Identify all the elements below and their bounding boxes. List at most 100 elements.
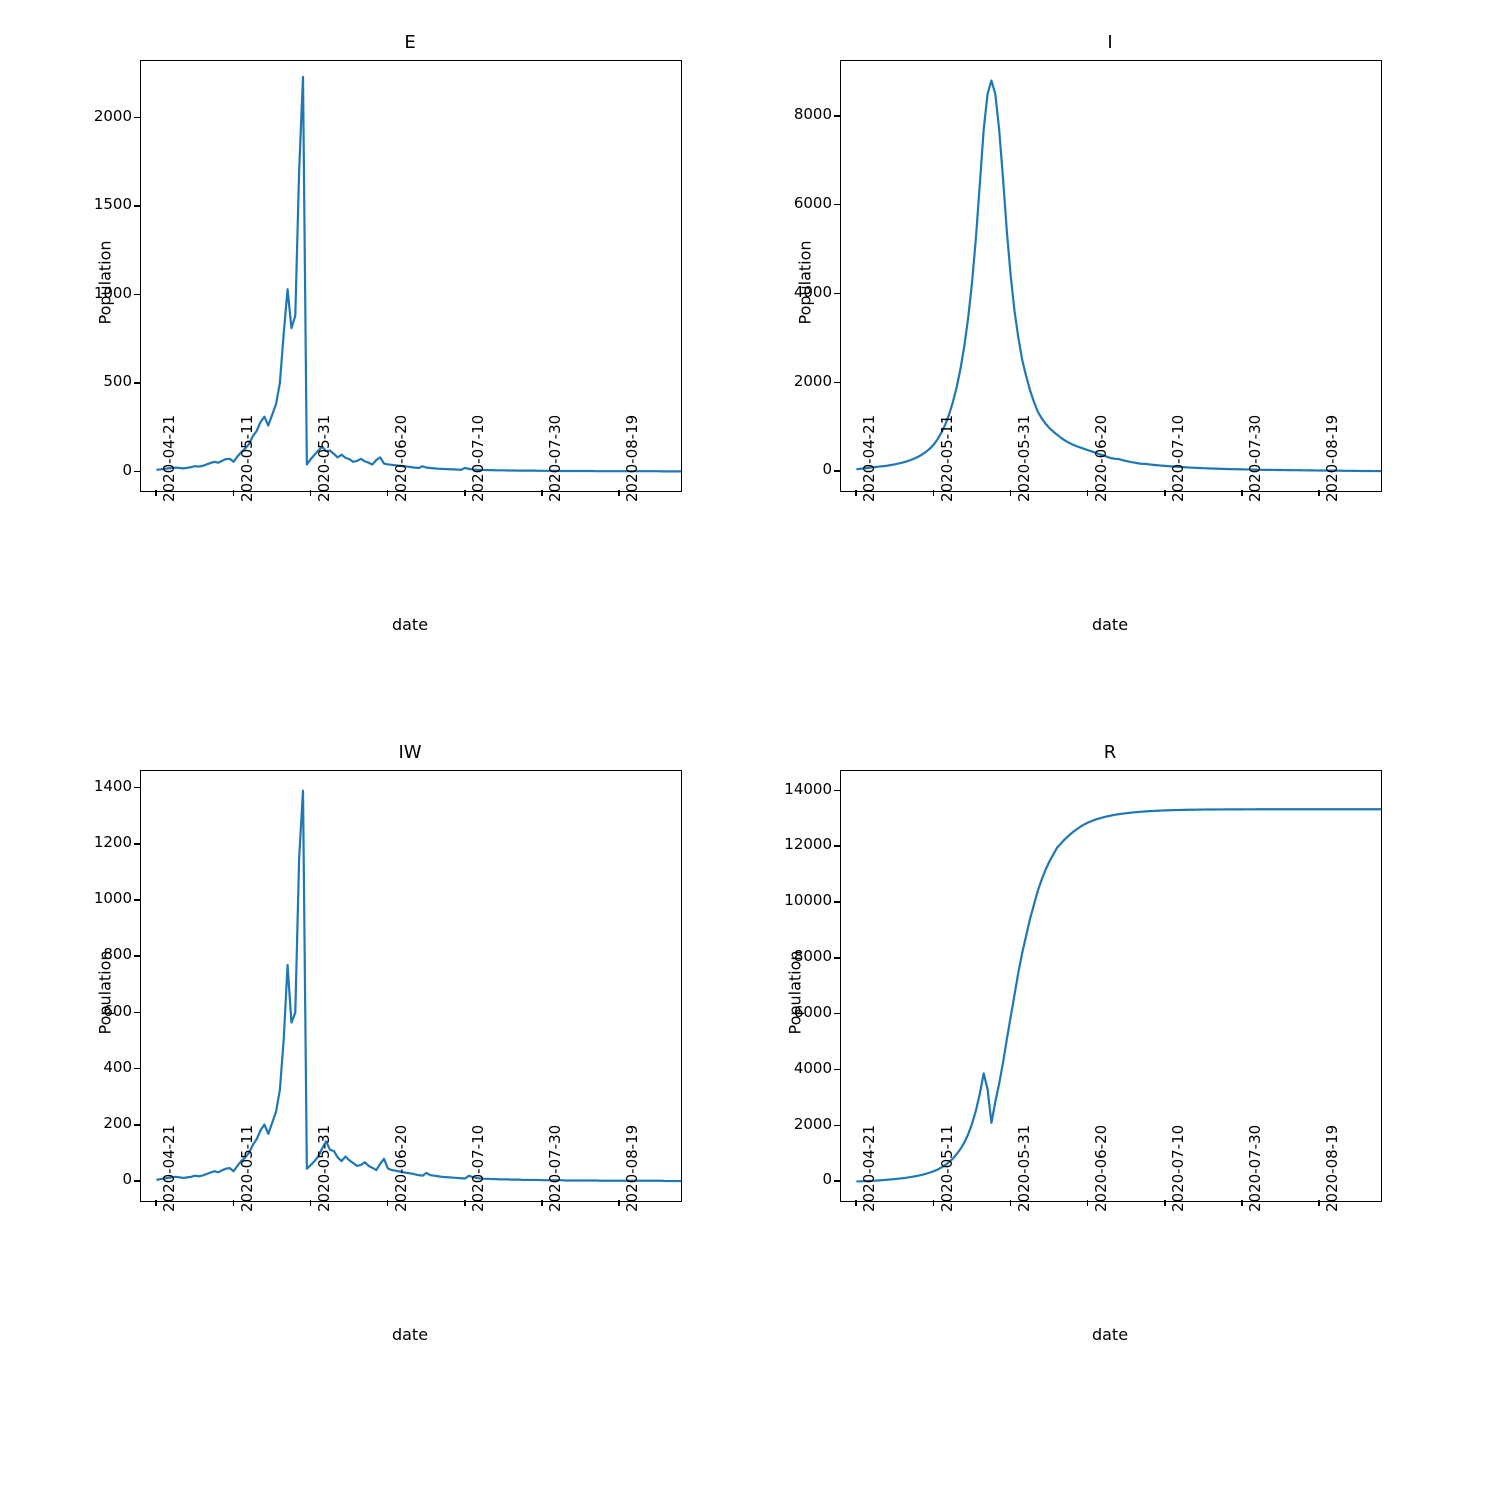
xtick-label: 2020-07-30	[546, 1125, 564, 1212]
ytick	[834, 293, 840, 295]
ytick	[134, 1124, 140, 1126]
line-chart	[141, 61, 681, 491]
xtick	[233, 490, 235, 496]
xtick-label: 2020-05-31	[1015, 1125, 1033, 1212]
ytick	[134, 205, 140, 207]
subplot-title: E	[140, 32, 680, 53]
xtick	[233, 1200, 235, 1206]
xtick-label: 2020-08-19	[1323, 1125, 1341, 1212]
ytick	[834, 1013, 840, 1015]
ytick-label: 1200	[62, 833, 132, 851]
ytick-label: 0	[762, 1170, 832, 1188]
xtick	[1087, 1200, 1089, 1206]
xtick-label: 2020-07-10	[1169, 415, 1187, 502]
ytick-label: 400	[62, 1058, 132, 1076]
xtick	[1164, 490, 1166, 496]
xtick	[933, 490, 935, 496]
xtick	[1241, 490, 1243, 496]
ytick	[134, 1180, 140, 1182]
xtick-label: 2020-06-20	[392, 1125, 410, 1212]
ytick-label: 8000	[762, 947, 832, 965]
xtick-label: 2020-05-11	[938, 1125, 956, 1212]
xtick	[855, 1200, 857, 1206]
xtick-label: 2020-04-21	[860, 415, 878, 502]
ytick	[834, 470, 840, 472]
xtick	[1318, 1200, 1320, 1206]
ytick	[134, 955, 140, 957]
ytick	[834, 845, 840, 847]
xtick	[155, 490, 157, 496]
ytick-label: 14000	[762, 780, 832, 798]
xtick	[1010, 490, 1012, 496]
ytick-label: 2000	[762, 1115, 832, 1133]
xtick-label: 2020-07-30	[1246, 1125, 1264, 1212]
ytick-label: 4000	[762, 283, 832, 301]
ytick	[134, 787, 140, 789]
subplot-IW: IW Population date 020040060080010001200…	[140, 770, 680, 1200]
ytick-label: 1000	[62, 889, 132, 907]
xtick-label: 2020-05-31	[315, 1125, 333, 1212]
ytick-label: 0	[62, 461, 132, 479]
ytick	[834, 1180, 840, 1182]
xtick	[1010, 1200, 1012, 1206]
xtick-label: 2020-05-11	[938, 415, 956, 502]
xtick	[155, 1200, 157, 1206]
ytick-label: 1500	[62, 195, 132, 213]
ytick	[834, 382, 840, 384]
xtick-label: 2020-07-10	[469, 415, 487, 502]
xtick	[310, 490, 312, 496]
xtick-label: 2020-04-21	[160, 1125, 178, 1212]
xtick	[1164, 1200, 1166, 1206]
xtick-label: 2020-06-20	[392, 415, 410, 502]
xtick	[541, 1200, 543, 1206]
xtick	[464, 490, 466, 496]
subplot-I: I Population date 02000400060008000 2020…	[840, 60, 1380, 490]
ytick	[134, 382, 140, 384]
xtick	[310, 1200, 312, 1206]
plot-area	[840, 60, 1382, 492]
xtick-label: 2020-05-31	[1015, 415, 1033, 502]
xtick-label: 2020-06-20	[1092, 1125, 1110, 1212]
ytick-label: 10000	[762, 891, 832, 909]
data-line	[856, 809, 1381, 1181]
x-axis-label: date	[140, 1325, 680, 1344]
ytick	[834, 1125, 840, 1127]
ytick-label: 1000	[62, 284, 132, 302]
subplot-title: R	[840, 742, 1380, 763]
ytick	[834, 790, 840, 792]
ytick-label: 600	[62, 1002, 132, 1020]
xtick	[1241, 1200, 1243, 1206]
x-axis-label: date	[840, 615, 1380, 634]
ytick	[134, 117, 140, 119]
ytick	[134, 843, 140, 845]
data-line	[856, 81, 1381, 472]
ytick-label: 6000	[762, 194, 832, 212]
ytick	[134, 1068, 140, 1070]
xtick-label: 2020-07-30	[546, 415, 564, 502]
xtick-label: 2020-08-19	[623, 415, 641, 502]
ytick-label: 4000	[762, 1059, 832, 1077]
ytick-label: 12000	[762, 835, 832, 853]
ytick	[834, 115, 840, 117]
xtick	[1087, 490, 1089, 496]
line-chart	[141, 771, 681, 1201]
xtick-label: 2020-04-21	[860, 1125, 878, 1212]
ytick-label: 1400	[62, 777, 132, 795]
xtick	[855, 490, 857, 496]
xtick-label: 2020-05-31	[315, 415, 333, 502]
x-axis-label: date	[840, 1325, 1380, 1344]
xtick	[464, 1200, 466, 1206]
xtick	[1318, 490, 1320, 496]
ytick-label: 0	[62, 1170, 132, 1188]
xtick-label: 2020-07-10	[1169, 1125, 1187, 1212]
ytick	[834, 1069, 840, 1071]
plot-area	[840, 770, 1382, 1202]
ytick	[134, 1012, 140, 1014]
ytick	[134, 294, 140, 296]
x-axis-label: date	[140, 615, 680, 634]
data-line	[156, 791, 681, 1181]
subplot-R: R Population date 0200040006000800010000…	[840, 770, 1380, 1200]
xtick	[618, 490, 620, 496]
ytick	[834, 957, 840, 959]
xtick-label: 2020-05-11	[238, 1125, 256, 1212]
